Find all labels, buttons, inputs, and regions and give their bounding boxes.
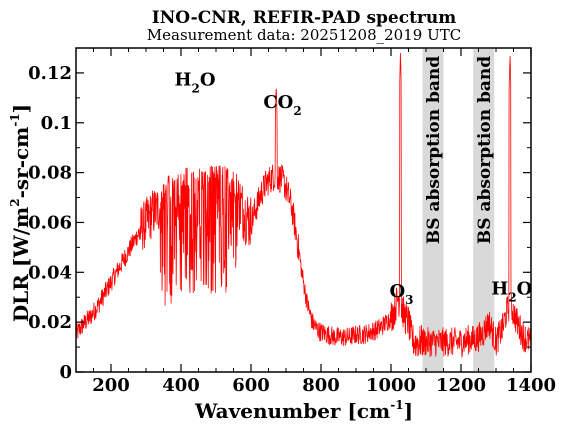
x-tick-label-200: 200 [92, 375, 130, 396]
chart-title: INO-CNR, REFIR-PAD spectrum [152, 8, 456, 28]
absorption-band-label-1: BS absorption band [424, 56, 444, 244]
x-axis-label: Wavenumber [cm-1] [194, 398, 413, 423]
y-tick-label-0.06: 0.06 [28, 212, 72, 233]
annotation-2: CO2 [263, 92, 301, 118]
x-axis-label-main: Wavenumber [cm [194, 399, 390, 423]
x-tick-label-1200: 1200 [436, 375, 486, 396]
x-tick-label-1000: 1000 [366, 375, 416, 396]
chart-subtitle: Measurement data: 20251208_2019 UTC [147, 26, 461, 44]
y-axis: 0 0.02 0.04 0.06 0.08 0.1 0.12 [28, 63, 531, 383]
annotations: H2O CO2 O3 H2O [174, 69, 532, 307]
x-tick-label-400: 400 [162, 375, 200, 396]
y-tick-label-0.1: 0.1 [41, 113, 72, 134]
y-tick-label-0.02: 0.02 [28, 312, 72, 333]
x-axis-label-sup: -1 [390, 398, 403, 412]
x-tick-label-800: 800 [302, 375, 340, 396]
absorption-bands: BS absorption band BS absorption band [422, 49, 495, 371]
y-axis-label-sup1: 2 [8, 198, 22, 206]
y-axis-label: DLR [W/m2-sr-cm-1] [8, 104, 33, 322]
absorption-band-1 [422, 49, 444, 371]
x-tick-label-1400: 1400 [506, 375, 556, 396]
y-axis-label-a: DLR [W/m [9, 207, 33, 322]
series-layer [75, 52, 532, 358]
series-line-spectrum [75, 52, 532, 358]
y-tick-label-0.12: 0.12 [28, 63, 72, 84]
x-tick-label-600: 600 [232, 375, 270, 396]
annotation-3: O3 [389, 281, 413, 307]
y-axis-label-c: ] [9, 104, 33, 113]
annotation-1: H2O [174, 69, 215, 95]
absorption-band-label-2: BS absorption band [475, 56, 495, 244]
absorption-band-2 [473, 49, 495, 371]
annotation-4: H2O [491, 279, 532, 305]
x-axis: 200 400 600 800 1000 1200 1400 [75, 48, 556, 396]
y-tick-label-0.04: 0.04 [28, 262, 72, 283]
y-tick-label-0: 0 [59, 362, 72, 383]
y-axis-label-b: -sr-cm [9, 127, 33, 199]
x-axis-label-close: ] [404, 399, 413, 423]
y-axis-label-sup2: -1 [8, 113, 22, 126]
y-tick-label-0.08: 0.08 [28, 163, 72, 184]
